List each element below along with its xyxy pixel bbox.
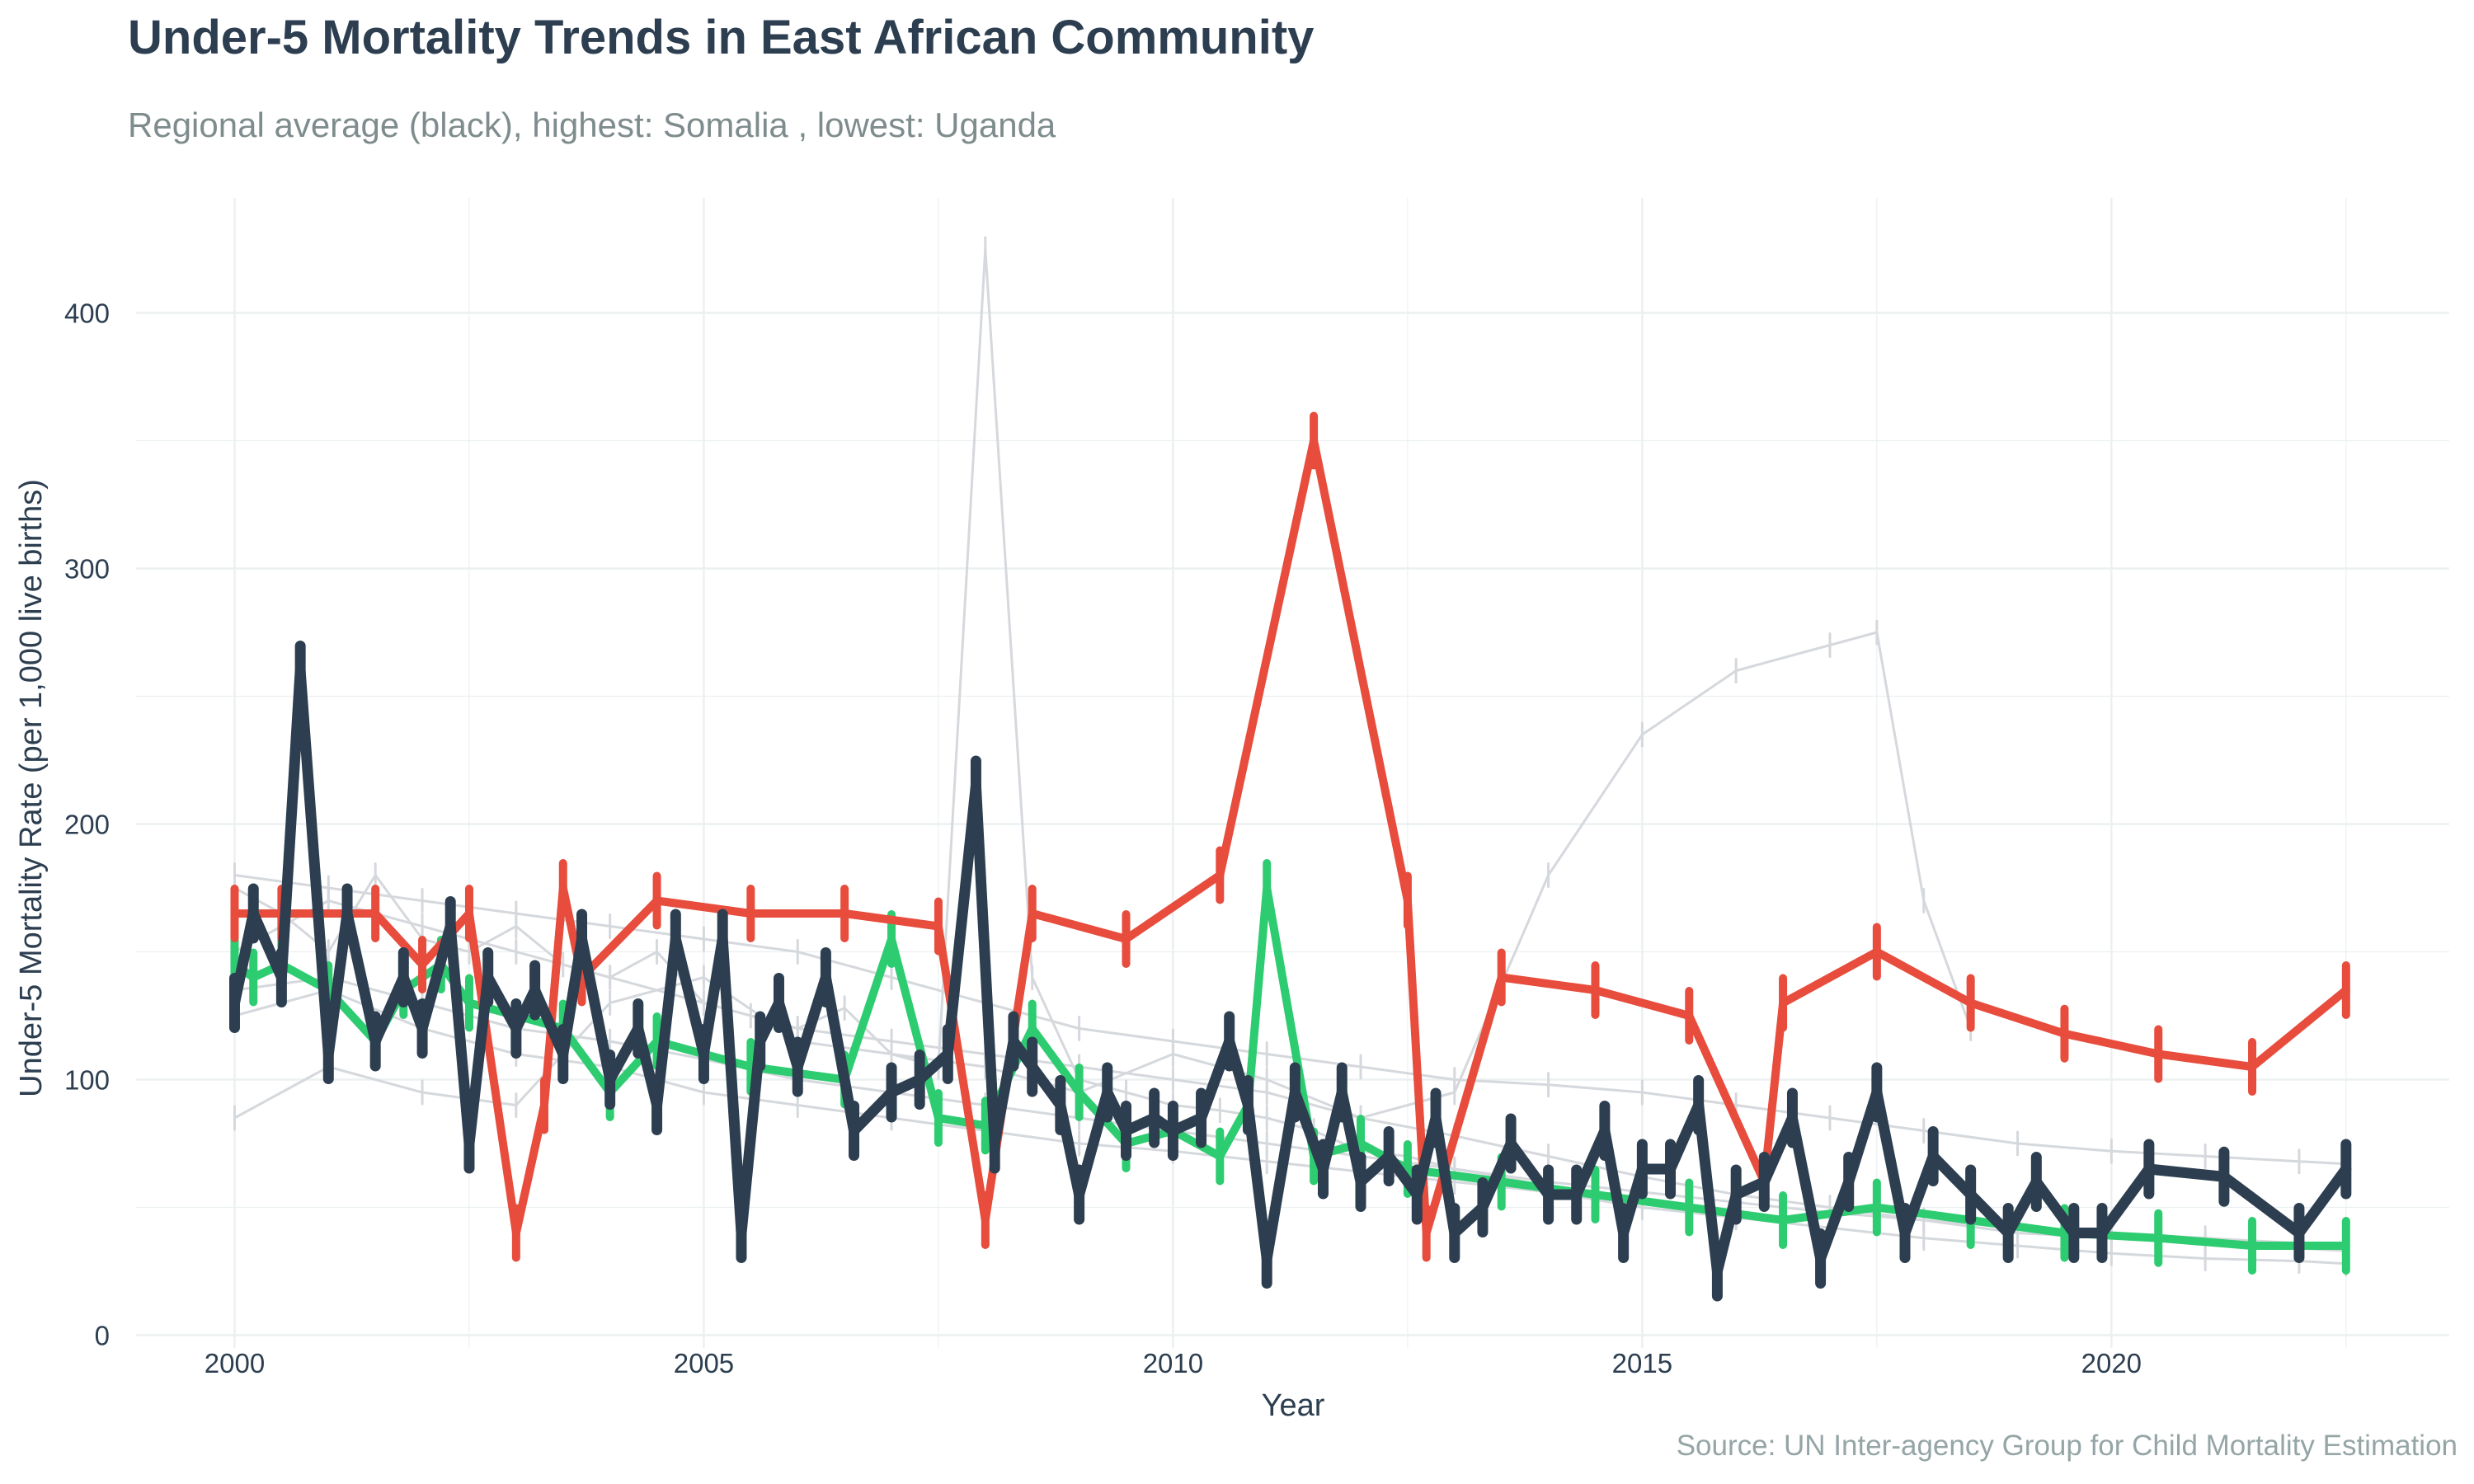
chart-caption: Source: UN Inter-agency Group for Child … xyxy=(1676,1430,2458,1462)
y-tick-label: 300 xyxy=(64,554,110,585)
y-tick-label: 0 xyxy=(95,1321,110,1351)
y-tick-label: 400 xyxy=(64,298,110,329)
chart-title: Under-5 Mortality Trends in East African… xyxy=(128,11,1315,64)
series-lines xyxy=(228,236,2352,1302)
x-tick-label: 2015 xyxy=(1612,1348,1672,1378)
grid xyxy=(136,198,2449,1348)
series-line-other xyxy=(233,874,2348,1166)
axis-ticks: 2000 2005 2010 2015 2020 0 100 200 300 400 xyxy=(64,298,2142,1379)
series-line-other xyxy=(233,631,1973,1120)
y-axis-title: Under-5 Mortality Rate (per 1,000 live b… xyxy=(14,479,49,1097)
y-tick-label: 200 xyxy=(64,810,110,840)
x-tick-label: 2020 xyxy=(2081,1348,2142,1378)
chart-subtitle: Regional average (black), highest: Somal… xyxy=(128,106,1056,144)
x-tick-label: 2010 xyxy=(1143,1348,1203,1378)
y-tick-label: 100 xyxy=(64,1065,110,1096)
series-line-average xyxy=(229,665,2352,1277)
x-axis-title: Year xyxy=(1262,1388,1325,1423)
x-tick-label: 2000 xyxy=(205,1348,265,1378)
series-line-other xyxy=(233,899,2348,1252)
x-tick-label: 2005 xyxy=(674,1348,734,1378)
